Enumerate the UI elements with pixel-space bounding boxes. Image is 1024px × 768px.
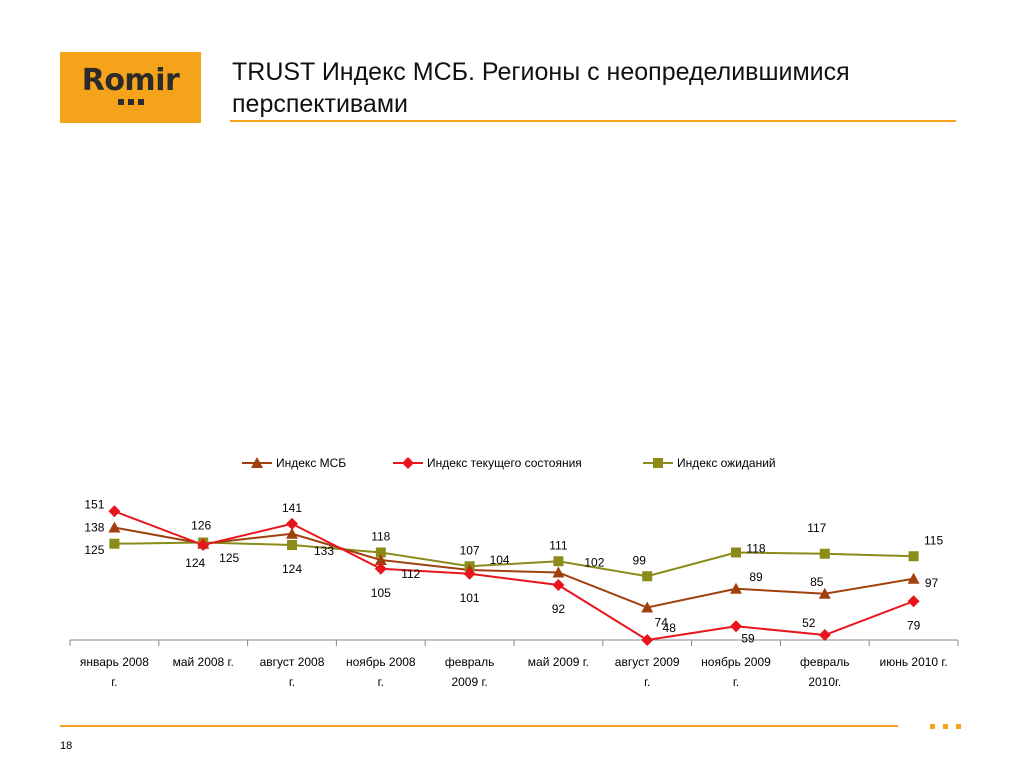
- data-point: [108, 521, 121, 533]
- data-label: 124: [282, 562, 302, 576]
- data-label: 102: [584, 556, 604, 570]
- data-label: 97: [925, 576, 939, 590]
- data-label: 138: [84, 521, 104, 535]
- data-point: [374, 562, 387, 575]
- x-tick-label: 2010г.: [808, 675, 841, 689]
- romir-logo: Romir: [60, 52, 201, 123]
- data-point: [641, 601, 654, 613]
- x-tick-label: г.: [111, 675, 117, 689]
- data-label: 101: [460, 591, 480, 605]
- legend-marker: [402, 457, 414, 469]
- series-line: [114, 541, 914, 578]
- data-point: [463, 567, 476, 580]
- x-tick-label: 2009 г.: [451, 675, 487, 689]
- data-point: [375, 547, 386, 558]
- line-chart: Индекс МСБ Индекс текущего состояния Индек…: [69, 456, 959, 689]
- data-point: [287, 540, 297, 550]
- data-point: [197, 539, 210, 551]
- x-tick-label: г.: [378, 675, 384, 689]
- legend-marker: [653, 458, 663, 468]
- data-point: [641, 634, 654, 646]
- x-tick-label: г.: [733, 675, 739, 689]
- legend-entry: Индекс ожиданий: [677, 456, 776, 470]
- data-label: 124: [185, 556, 205, 570]
- data-point: [730, 582, 742, 594]
- footer-dots: [930, 724, 961, 729]
- data-label: 115: [924, 533, 943, 547]
- legend-entry: Индекс текущего состояния: [427, 456, 582, 470]
- x-tick-label: август 2009: [615, 655, 680, 669]
- x-tick-label: январь 2008: [80, 655, 149, 669]
- x-tick-label: февраль: [445, 655, 495, 669]
- x-tick-label: г.: [644, 675, 650, 689]
- x-tick-label: ноябрь 2009: [701, 655, 771, 669]
- x-tick-label: ноябрь 2008: [346, 655, 416, 669]
- data-label: 79: [907, 618, 921, 632]
- data-label: 118: [746, 542, 765, 556]
- data-label: 125: [219, 551, 239, 565]
- data-point: [108, 505, 121, 518]
- data-label: 151: [84, 497, 104, 511]
- x-tick-label: г.: [289, 675, 295, 689]
- data-label: 59: [741, 631, 755, 645]
- data-point: [907, 572, 920, 584]
- title-divider: [230, 120, 956, 122]
- data-point: [642, 571, 653, 582]
- data-point: [907, 595, 920, 608]
- data-point: [731, 547, 741, 558]
- x-tick-label: май 2008 г.: [173, 655, 234, 669]
- data-point: [818, 629, 831, 641]
- data-point: [374, 554, 387, 565]
- x-tick-label: август 2008: [260, 655, 325, 669]
- data-label: 126: [191, 519, 211, 533]
- legend-entry: Индекс МСБ: [276, 456, 346, 470]
- data-label: 125: [84, 543, 104, 557]
- data-label: 89: [749, 570, 763, 584]
- x-tick-label: февраль: [800, 655, 850, 669]
- data-point: [109, 538, 120, 549]
- data-point: [552, 579, 565, 591]
- data-point: [730, 620, 742, 633]
- data-label: 52: [802, 616, 816, 630]
- data-point: [553, 556, 564, 567]
- data-point: [286, 517, 298, 530]
- data-label: 74: [655, 616, 669, 630]
- series-line: [114, 526, 914, 609]
- data-label: 112: [401, 567, 420, 581]
- data-label: 99: [633, 553, 647, 567]
- page-title: TRUST Индекс МСБ. Регионы с неопределивш…: [232, 58, 850, 118]
- data-label: 111: [549, 538, 568, 552]
- data-label: 133: [314, 544, 334, 558]
- footer-divider: [60, 725, 898, 727]
- data-point: [286, 527, 298, 539]
- page-number: 18: [60, 740, 73, 752]
- data-point: [819, 548, 830, 559]
- x-tick-label: июнь 2010 г.: [879, 655, 947, 669]
- series-line: [114, 510, 914, 642]
- data-label: 85: [810, 575, 824, 589]
- data-point: [908, 551, 919, 562]
- logo-dots: [117, 99, 144, 105]
- data-point: [552, 566, 565, 578]
- data-label: 92: [552, 602, 566, 616]
- x-tick-label: май 2009 г.: [528, 655, 589, 669]
- data-label: 104: [490, 553, 510, 567]
- data-label: 48: [663, 621, 677, 635]
- legend-marker: [251, 457, 263, 468]
- data-label: 117: [807, 521, 826, 535]
- data-label: 105: [371, 586, 391, 600]
- data-point: [818, 587, 831, 599]
- data-label: 107: [460, 543, 480, 557]
- logo-text: Romir: [81, 63, 180, 98]
- data-label: 118: [371, 530, 390, 544]
- data-label: 141: [282, 501, 302, 515]
